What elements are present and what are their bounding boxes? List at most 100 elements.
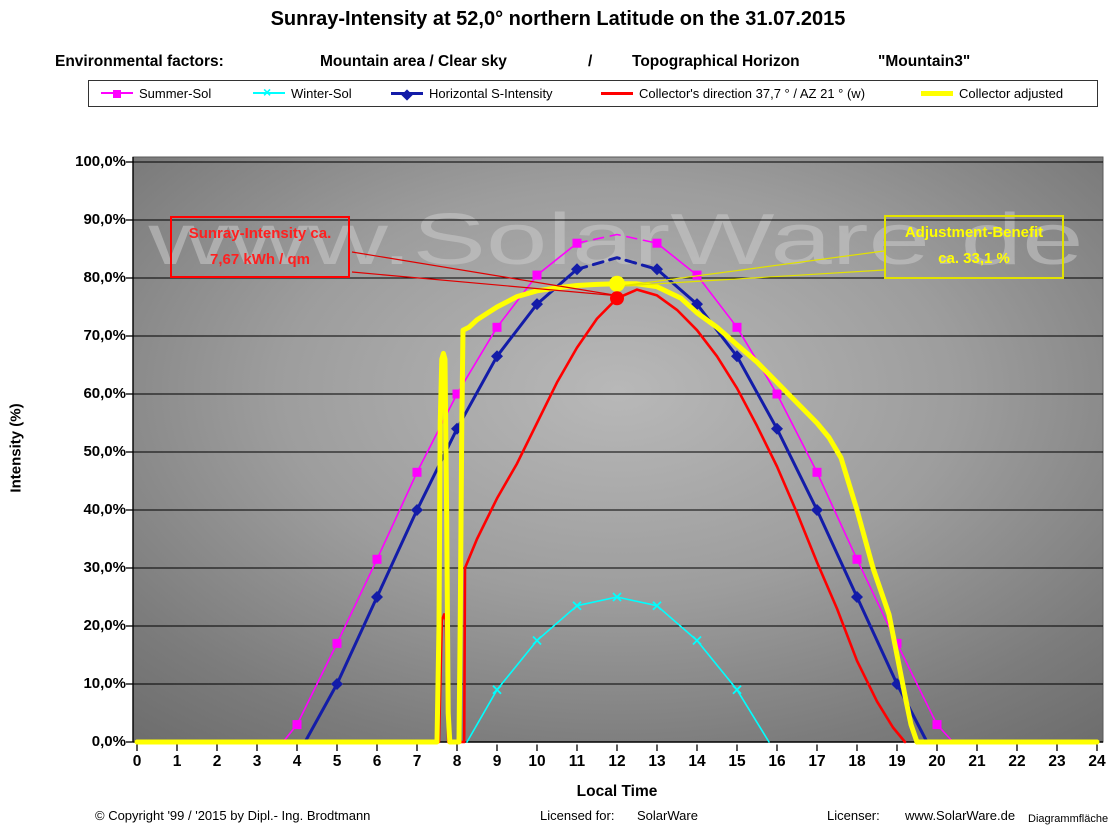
marker-diamond-horizontal-s-intensity bbox=[411, 504, 423, 516]
x-tick-label: 24 bbox=[1088, 753, 1106, 770]
env-factors-label: Environmental factors: bbox=[55, 53, 224, 70]
marker-square-summer-sol bbox=[452, 389, 462, 399]
marker-x-winter-sol bbox=[652, 601, 662, 611]
x-tick-label: 21 bbox=[968, 753, 986, 770]
legend-line-swatch bbox=[391, 88, 423, 101]
y-tick-label: 90,0% bbox=[83, 211, 126, 228]
x-tick-label: 15 bbox=[728, 753, 746, 770]
marker-square-summer-sol bbox=[852, 554, 862, 564]
series-summer-sol bbox=[576, 233, 658, 244]
series-collector-adjusted bbox=[134, 281, 1100, 745]
watermark-text: www.SolarWare.de bbox=[147, 200, 1084, 280]
annotation-leader-line bbox=[351, 251, 621, 297]
x-tick-label: 10 bbox=[528, 753, 546, 770]
x-axis-title: Local Time bbox=[576, 783, 658, 800]
marker-square-summer-sol bbox=[412, 467, 422, 477]
legend-marker-square-icon bbox=[113, 90, 121, 98]
marker-diamond-horizontal-s-intensity bbox=[771, 422, 783, 435]
x-tick-label: 9 bbox=[492, 753, 502, 770]
x-tick-label: 12 bbox=[608, 753, 626, 770]
x-tick-label: 3 bbox=[252, 753, 262, 770]
y-tick-label: 30,0% bbox=[83, 559, 126, 576]
marker-square-summer-sol bbox=[652, 238, 662, 248]
x-tick-label: 20 bbox=[928, 753, 946, 770]
series-collector-s-direction-37-7-az-21-w bbox=[437, 288, 907, 744]
plot-background bbox=[132, 156, 1104, 743]
legend-line-swatch: × bbox=[253, 84, 285, 100]
marker-x-winter-sol bbox=[572, 601, 582, 611]
annotation-sunray-line1: Sunray-Intensity ca. bbox=[188, 225, 332, 242]
x-tick-label: 13 bbox=[648, 753, 666, 770]
legend-label: Collector's direction 37,7 ° / AZ 21 ° (… bbox=[639, 85, 866, 101]
licensed-value: SolarWare bbox=[637, 808, 698, 823]
marker-diamond-horizontal-s-intensity bbox=[731, 350, 743, 363]
annotation-benefit-line2: ca. 33,1 % bbox=[938, 249, 1010, 267]
series-horizontal-s-intensity bbox=[575, 256, 659, 271]
licenser-value: www.SolarWare.de bbox=[905, 808, 1016, 823]
highlight-dot bbox=[610, 291, 624, 306]
legend-label: Summer-Sol bbox=[139, 85, 212, 101]
y-tick-label: 80,0% bbox=[83, 269, 126, 286]
marker-x-winter-sol bbox=[492, 685, 502, 695]
marker-diamond-horizontal-s-intensity bbox=[651, 263, 663, 276]
chart-legend: Summer-Sol × Winter-Sol Horizontal S-Intens… bbox=[88, 80, 1098, 107]
legend-item-summer-sol: Summer-Sol bbox=[101, 85, 212, 101]
legend-item-winter-sol: × Winter-Sol bbox=[253, 84, 352, 101]
legend-item-collector-s-direction-37-7-az-21-w: Collector's direction 37,7 ° / AZ 21 ° (… bbox=[601, 85, 866, 101]
x-tick-label: 22 bbox=[1008, 753, 1026, 770]
legend-item-collector-adjusted: Collector adjusted bbox=[921, 86, 1063, 101]
x-tick-label: 17 bbox=[808, 753, 826, 770]
marker-square-summer-sol bbox=[492, 322, 502, 332]
copyright-text: © Copyright '99 / '2015 by Dipl.- Ing. B… bbox=[95, 808, 371, 823]
chart-title: Sunray-Intensity at 52,0° northern Latit… bbox=[270, 8, 846, 30]
x-tick-label: 8 bbox=[452, 753, 462, 770]
x-tick-label: 14 bbox=[688, 753, 706, 770]
x-tick-label: 1 bbox=[172, 753, 182, 770]
marker-diamond-horizontal-s-intensity bbox=[491, 350, 503, 363]
marker-square-summer-sol bbox=[772, 389, 782, 399]
x-tick-label: 7 bbox=[412, 753, 422, 770]
marker-square-summer-sol bbox=[292, 720, 302, 730]
marker-diamond-horizontal-s-intensity bbox=[571, 263, 583, 276]
chart-area-tooltip: Diagrammfläche bbox=[1028, 813, 1109, 825]
marker-square-summer-sol bbox=[572, 238, 582, 248]
y-tick-label: 0,0% bbox=[91, 733, 126, 750]
annotation-leader-line bbox=[351, 271, 621, 297]
y-tick-label: 10,0% bbox=[83, 675, 126, 692]
marker-square-summer-sol bbox=[532, 270, 542, 280]
y-tick-label: 20,0% bbox=[83, 617, 126, 634]
series-horizontal-s-intensity bbox=[303, 267, 579, 744]
marker-square-summer-sol bbox=[812, 467, 822, 477]
marker-square-summer-sol bbox=[932, 720, 942, 730]
licenser-label: Licenser: bbox=[827, 808, 880, 823]
x-tick-label: 16 bbox=[768, 753, 786, 770]
y-tick-label: 100,0% bbox=[75, 153, 126, 170]
x-tick-label: 0 bbox=[132, 753, 142, 770]
annotation-leader-line bbox=[620, 269, 885, 287]
annotation-adjustment-benefit: Adjustment-Benefit ca. 33,1 % bbox=[884, 215, 1064, 279]
x-tick-label: 4 bbox=[292, 753, 302, 770]
marker-diamond-horizontal-s-intensity bbox=[371, 591, 383, 603]
marker-diamond-horizontal-s-intensity bbox=[531, 298, 543, 311]
marker-x-winter-sol bbox=[732, 685, 742, 695]
annotation-benefit-line1: Adjustment-Benefit bbox=[904, 224, 1044, 241]
legend-marker-x-icon: × bbox=[263, 84, 272, 100]
legend-line-swatch bbox=[101, 90, 133, 98]
marker-square-summer-sol bbox=[732, 322, 742, 332]
series-horizontal-s-intensity bbox=[655, 267, 929, 744]
y-tick-label: 50,0% bbox=[83, 443, 126, 460]
x-tick-label: 23 bbox=[1048, 753, 1066, 770]
annotation-sunray-intensity: Sunray-Intensity ca. 7,67 kWh / qm bbox=[170, 216, 350, 278]
y-tick-label: 60,0% bbox=[83, 385, 126, 402]
x-tick-label: 2 bbox=[212, 753, 222, 770]
legend-line-swatch bbox=[921, 90, 953, 96]
x-tick-label: 19 bbox=[888, 753, 906, 770]
marker-square-summer-sol bbox=[332, 638, 342, 648]
env-separator: / bbox=[588, 53, 593, 70]
legend-label: Winter-Sol bbox=[291, 85, 352, 101]
highlight-dot bbox=[609, 275, 625, 292]
marker-square-summer-sol bbox=[372, 554, 382, 564]
licensed-label: Licensed for: bbox=[540, 808, 615, 823]
x-tick-label: 5 bbox=[332, 753, 342, 770]
